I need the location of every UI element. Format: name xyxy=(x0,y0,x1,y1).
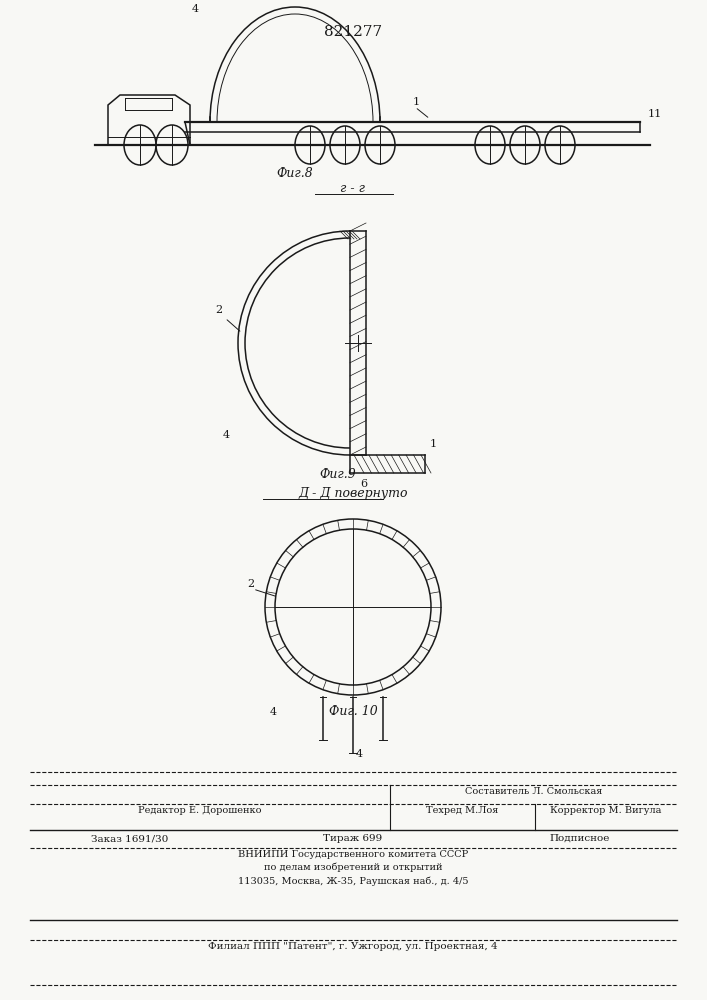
Text: Корректор М. Вигула: Корректор М. Вигула xyxy=(550,806,662,815)
Text: 113035, Москва, Ж-35, Раушская наб., д. 4/5: 113035, Москва, Ж-35, Раушская наб., д. … xyxy=(238,876,468,886)
Text: 4: 4 xyxy=(192,4,199,14)
Text: 2: 2 xyxy=(247,579,254,589)
Text: 6: 6 xyxy=(360,479,367,489)
Text: 4: 4 xyxy=(223,430,230,440)
Text: 821277: 821277 xyxy=(324,25,382,39)
Text: Фиг.9: Фиг.9 xyxy=(320,468,356,481)
Text: Редактор Е. Дорошенко: Редактор Е. Дорошенко xyxy=(139,806,262,815)
Text: Заказ 1691/30: Заказ 1691/30 xyxy=(91,834,169,843)
Text: Подписное: Подписное xyxy=(550,834,610,843)
Text: 4: 4 xyxy=(356,749,363,759)
Text: 11: 11 xyxy=(648,109,662,119)
Text: 1: 1 xyxy=(412,97,419,107)
Text: Составитель Л. Смольская: Составитель Л. Смольская xyxy=(464,787,602,796)
Text: 1: 1 xyxy=(430,439,437,449)
Text: г - г: г - г xyxy=(341,182,366,195)
Text: Филиал ППП "Патент", г. Ужгород, ул. Проектная, 4: Филиал ППП "Патент", г. Ужгород, ул. Про… xyxy=(208,942,498,951)
Text: Тираж 699: Тираж 699 xyxy=(323,834,382,843)
Text: 2: 2 xyxy=(215,305,222,315)
Text: ВНИИПИ Государственного комитета СССР: ВНИИПИ Государственного комитета СССР xyxy=(238,850,468,859)
Text: 4: 4 xyxy=(270,707,277,717)
Text: Фиг.8: Фиг.8 xyxy=(276,167,313,180)
Text: Д - Д повернуто: Д - Д повернуто xyxy=(298,487,408,500)
Text: Фиг. 10: Фиг. 10 xyxy=(329,705,378,718)
Text: Техред М.Лоя: Техред М.Лоя xyxy=(426,806,498,815)
Text: по делам изобретений и открытий: по делам изобретений и открытий xyxy=(264,863,443,872)
